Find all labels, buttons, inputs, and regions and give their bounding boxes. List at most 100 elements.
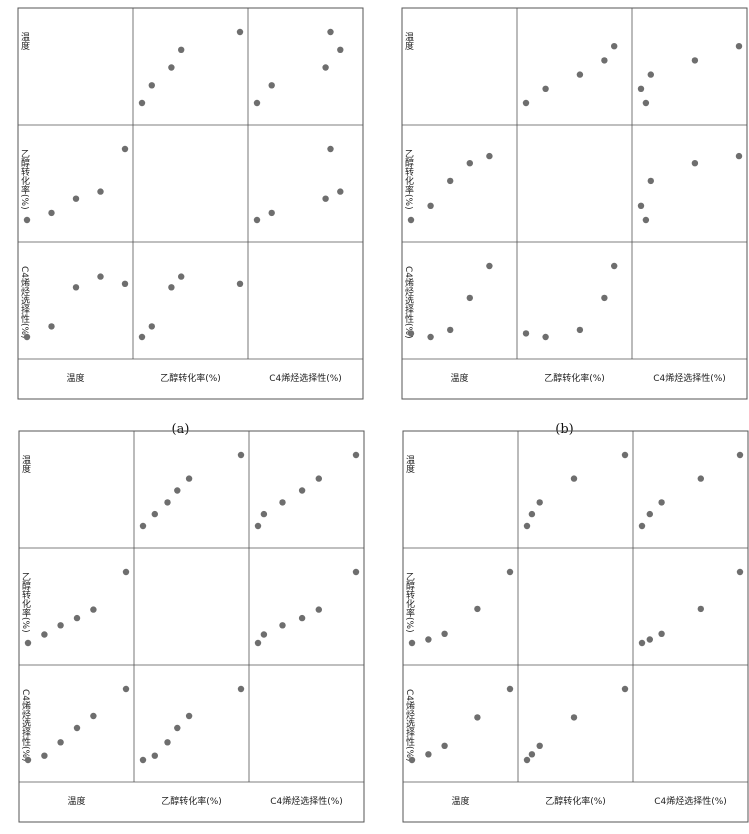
scatter-point xyxy=(474,605,481,613)
panel-frame xyxy=(402,430,749,823)
scatter-point xyxy=(523,756,531,764)
column-label: C4烯烃选择性(%) xyxy=(269,372,342,384)
scatter-point xyxy=(279,499,286,506)
scatter-point xyxy=(322,195,329,202)
scatter-point xyxy=(253,99,261,107)
scatter-point xyxy=(647,71,654,78)
scatter-point xyxy=(236,28,244,36)
scatter-point xyxy=(506,568,514,576)
scatter-point xyxy=(315,475,322,482)
scatter-point xyxy=(121,145,129,153)
scatter-point xyxy=(407,216,415,224)
scatter-point xyxy=(474,714,481,721)
scatter-point xyxy=(148,323,155,330)
scatter-point xyxy=(425,636,432,643)
scatter-point xyxy=(441,742,448,749)
scatter-point xyxy=(506,685,514,693)
column-label: 温度 xyxy=(66,372,84,384)
scatter-point xyxy=(611,43,618,50)
scatter-point xyxy=(279,622,286,629)
column-label: 温度 xyxy=(451,795,469,807)
row-label: C4烯烃选择性(%) xyxy=(403,266,414,339)
scatter-point xyxy=(536,499,543,506)
scatter-point xyxy=(41,631,48,638)
scatter-point xyxy=(72,195,80,202)
row-label: 乙醇转化率(%) xyxy=(20,572,31,633)
scatter-point xyxy=(637,85,645,93)
scatter-point xyxy=(425,751,432,758)
scatter-point xyxy=(576,71,584,78)
column-label: 乙醇转化率(%) xyxy=(160,372,221,384)
scatter-point xyxy=(178,273,185,280)
scatter-point xyxy=(97,273,104,280)
column-label: C4烯烃选择性(%) xyxy=(654,795,727,807)
scatter-point xyxy=(168,284,175,291)
scatter-point xyxy=(178,46,185,53)
scatter-point xyxy=(642,99,650,107)
scatter-point xyxy=(254,639,262,647)
scatter-point xyxy=(466,160,473,167)
scatter-point xyxy=(90,712,97,720)
scatter-point xyxy=(254,522,262,530)
scatter-point xyxy=(570,714,578,721)
scatter-point xyxy=(148,82,155,89)
scatter-point xyxy=(691,160,699,167)
scatter-point xyxy=(647,177,654,185)
panel-caption: (a) xyxy=(172,422,190,437)
scatter-point xyxy=(90,606,97,613)
scatter-point xyxy=(24,756,32,764)
scatter-point xyxy=(611,262,618,270)
column-label: 乙醇转化率(%) xyxy=(544,372,605,384)
row-label: 乙醇转化率(%) xyxy=(19,149,30,210)
scatter-point xyxy=(691,57,699,64)
scatter-point xyxy=(638,522,646,530)
scatter-point xyxy=(237,451,245,459)
scatter-point xyxy=(237,685,245,693)
scatter-point xyxy=(174,487,181,494)
row-label: 温度 xyxy=(20,455,31,474)
scatter-point xyxy=(576,326,584,334)
scatter-point xyxy=(185,475,193,482)
scatter-point xyxy=(139,522,147,530)
scatter-point xyxy=(174,724,181,732)
scatter-point xyxy=(41,752,48,759)
scatter-point xyxy=(185,712,193,720)
panel-frame xyxy=(18,430,365,823)
scatter-point xyxy=(298,487,306,494)
scatter-point xyxy=(48,323,55,330)
column-label: 乙醇转化率(%) xyxy=(545,795,606,807)
scatter-point xyxy=(57,622,64,629)
scatter-point xyxy=(536,742,543,749)
scatter-point xyxy=(48,209,55,217)
scatter-point xyxy=(327,28,334,36)
row-label: 温度 xyxy=(404,455,415,474)
scatter-point xyxy=(646,510,653,518)
scatter-point xyxy=(260,510,268,518)
scatter-point xyxy=(73,724,81,732)
scatter-point xyxy=(601,57,608,64)
scatter-point xyxy=(138,99,146,107)
row-label: C4烯烃选择性(%) xyxy=(19,266,30,339)
scatter-point xyxy=(736,451,744,459)
row-label: 温度 xyxy=(403,32,414,51)
scatter-point xyxy=(447,177,454,185)
scatter-point xyxy=(486,152,493,160)
scatter-point xyxy=(486,262,493,270)
scatter-point xyxy=(322,64,329,71)
scatter-point xyxy=(408,639,416,647)
scatter-point xyxy=(407,330,415,337)
scatter-point xyxy=(528,510,536,518)
column-label: 温度 xyxy=(450,372,468,384)
scatter-point xyxy=(466,294,473,302)
scatter-point xyxy=(73,614,81,622)
scatter-point xyxy=(642,216,650,224)
scatter-point xyxy=(522,99,530,107)
scatter-point xyxy=(528,751,536,758)
scatter-point xyxy=(621,685,629,693)
scatter-point xyxy=(427,202,434,209)
